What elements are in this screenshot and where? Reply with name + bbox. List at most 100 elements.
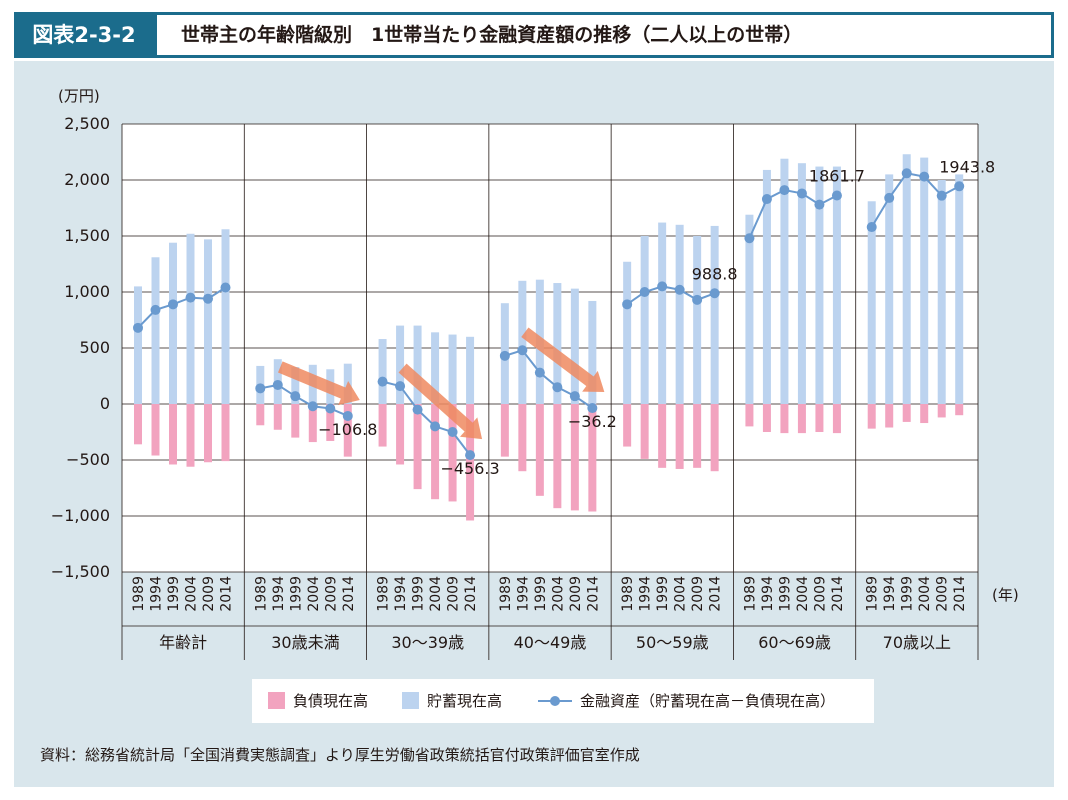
grid-layer [122,123,978,573]
savings-bar [466,336,475,404]
debt-bar [169,404,177,465]
value-label: −456.3 [440,459,499,478]
year-tick-label: 1989 [742,576,758,612]
debt-bar [326,404,335,441]
savings-bar [920,157,929,404]
figure-label: 図表2-3-2 [14,12,154,58]
savings-bar [710,225,719,404]
savings-bar [867,201,876,404]
debt-bar [797,404,806,434]
savings-bar [169,242,177,404]
year-tick-label: 2009 [935,576,951,612]
assets-point [954,181,965,192]
debt-bar [466,404,475,521]
year-tick-label: 2009 [568,576,584,612]
trend-arrow-shaft [398,363,475,433]
savings-bar [815,166,824,404]
debt-bar [920,404,929,424]
savings-bar [448,334,457,404]
assets-point [342,410,353,421]
savings-bar [134,286,142,404]
assets-point [796,188,807,199]
debt-bar [308,404,317,443]
year-tick-label: 1994 [271,576,287,612]
trend-arrow-head [338,381,360,406]
debt-bar [518,404,527,472]
year-tick-label: 1989 [498,576,514,612]
debt-bar [693,404,702,468]
savings-bar [413,325,422,404]
axis-layer: 2,500 2,000 1,500 1,000 500 0 −500 −1,000 −1,500… [51,114,979,660]
assets-point [499,350,510,361]
debt-bar [815,404,824,432]
trend-arrow-head [459,417,483,440]
trend-arrow-shaft [277,361,348,400]
group-label: 70歳以上 [883,633,951,652]
savings-bar [553,283,562,404]
assets-point [272,379,283,390]
assets-point [692,294,703,305]
year-tick-label: 1994 [149,576,165,612]
debt-bar [291,404,300,438]
savings-bar [623,261,632,404]
trend-arrow-icon [277,361,360,406]
year-tick-label: 1994 [638,576,654,612]
source-note: 資料：総務省統計局「全国消費実態調査」より厚生労働省政策統括官付政策評価官室作成 [40,746,640,764]
group-label: 40～49歳 [514,633,587,652]
assets-point [884,192,895,203]
debt-bar [204,404,212,463]
year-tick-label: 2014 [341,576,357,612]
savings-bar [762,169,771,404]
debt-bar [553,404,562,509]
year-tick-label: 1994 [393,576,409,612]
assets-point [290,391,301,402]
assets-point [709,288,720,299]
year-tick-label: 1989 [865,576,881,612]
debt-bar [658,404,667,468]
year-tick-label: 2014 [952,576,968,612]
debt-bar [570,404,579,511]
savings-bar [658,222,667,404]
legend-assets-label: 金融資産（貯蓄現在高－負債現在高） [580,692,836,710]
figure-title: 世帯主の年齢階級別 1世帯当たり金融資産額の推移（二人以上の世帯） [181,24,803,46]
assets-point [674,284,685,295]
assets-point [831,190,842,201]
group-label: 60～69歳 [758,633,831,652]
assets-point [430,421,441,432]
y-tick-label: 500 [79,338,110,357]
chart-svg: −106.8 −456.3 −36.2 988.8 1861.7 1943.8 2,500… [51,87,1019,660]
year-tick-label: 1994 [760,576,776,612]
year-tick-label: 1999 [900,576,916,612]
assets-point [866,222,877,233]
debt-bar [623,404,632,447]
year-tick-label: 1999 [655,576,671,612]
debt-bar [955,404,964,416]
assets-point [744,233,755,244]
savings-bar [675,224,684,404]
savings-bar [221,229,230,404]
y-tick-label: 1,000 [64,282,110,301]
debt-bar [885,404,894,428]
assets-point [220,282,231,293]
year-tick-label: 1989 [620,576,636,612]
debt-bar [745,404,754,427]
figure-title-box: 世帯主の年齢階級別 1世帯当たり金融資産額の推移（二人以上の世帯） [154,12,1054,58]
savings-bar [151,257,160,404]
assets-point [307,401,318,412]
debt-bar [134,404,142,445]
value-label: 1943.8 [939,157,995,176]
year-tick-label: 2009 [323,576,339,612]
year-tick-label: 2009 [201,576,217,612]
assets-point [814,199,825,210]
x-axis-unit-label: (年) [992,586,1019,604]
savings-bar [396,325,405,404]
savings-bar [955,174,964,404]
savings-bar [378,339,387,404]
assets-point [168,299,178,310]
y-tick-label: 1,500 [64,226,110,245]
debt-bar [867,404,876,429]
debt-bar [710,404,719,472]
debt-bar [675,404,684,469]
savings-bar [832,166,841,404]
year-tick-label: 1994 [515,576,531,612]
